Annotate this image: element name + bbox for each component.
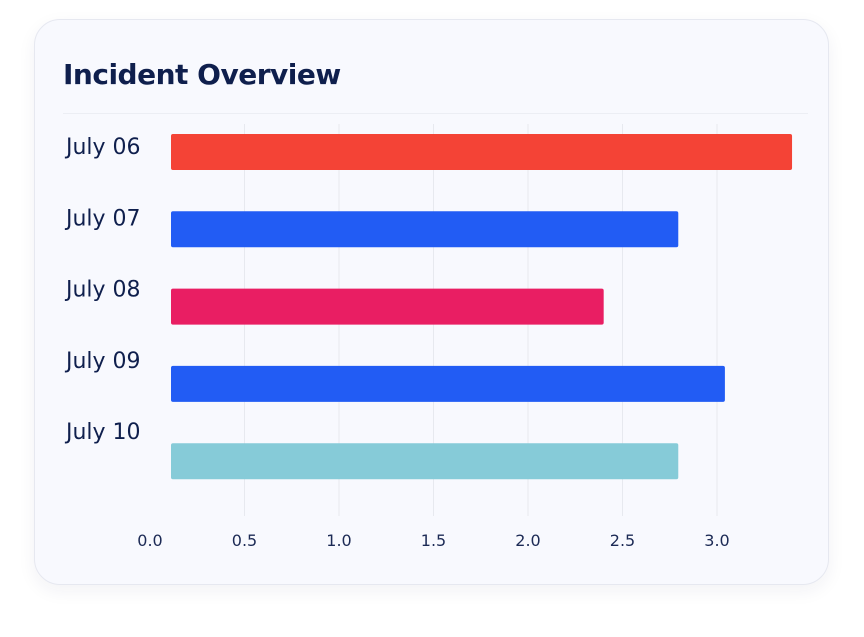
bar	[171, 211, 679, 248]
category-label: July 10	[64, 420, 141, 445]
bars	[171, 134, 793, 480]
x-tick-label: 3.0	[704, 531, 729, 550]
category-label: July 06	[64, 135, 141, 160]
x-tick-label: 2.0	[515, 531, 540, 550]
category-label: July 09	[64, 349, 141, 374]
x-tick-label: 1.5	[421, 531, 446, 550]
x-tick-label: 2.5	[610, 531, 635, 550]
category-label: July 08	[64, 278, 141, 303]
category-labels: July 06 July 07 July 08 July 09 July 10	[64, 135, 141, 445]
x-axis-ticks: 0.0 0.5 1.0 1.5 2.0 2.5 3.0	[137, 531, 729, 550]
bar	[171, 365, 725, 402]
category-label: July 07	[64, 206, 141, 231]
bar	[171, 134, 793, 170]
bar	[171, 288, 604, 325]
x-tick-label: 1.0	[326, 531, 351, 550]
x-tick-label: 0.0	[137, 531, 162, 550]
x-tick-label: 0.5	[232, 531, 257, 550]
title-divider	[63, 113, 808, 114]
bar	[171, 443, 679, 480]
chart-title: Incident Overview	[63, 58, 341, 91]
